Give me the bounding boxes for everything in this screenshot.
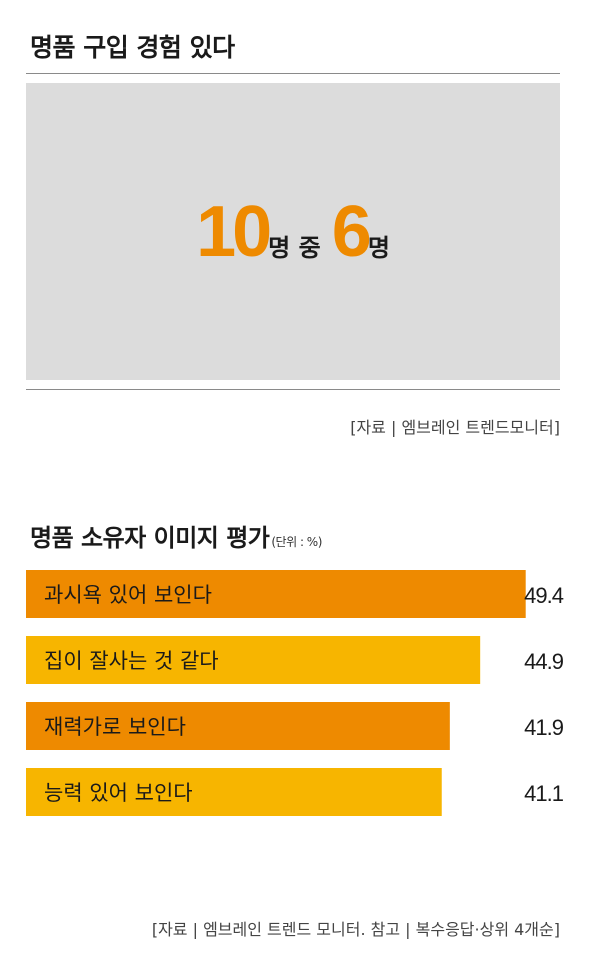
chart-title: 명품 소유자 이미지 평가 [30, 524, 270, 552]
stat-line: 10명 중 6명 [26, 191, 560, 273]
source-note-2: [자료 | 엠브레인 트렌드 모니터. 참고 | 복수응답·상위 4개순] [151, 920, 560, 939]
bar-label-2: 집이 잘사는 것 같다 [44, 649, 219, 673]
value-label-3: 41.9 [524, 715, 564, 740]
stat-count-unit: 명 [367, 234, 390, 262]
bar-1 [26, 570, 526, 618]
stat-total: 10 [196, 192, 272, 272]
bar-label-3: 재력가로 보인다 [44, 715, 186, 739]
stat-count: 6 [331, 192, 372, 272]
section2-title: 명품 소유자 이미지 평가 (단위 : %) [30, 518, 322, 553]
bottom-divider [26, 389, 560, 390]
bar-label-4: 능력 있어 보인다 [44, 781, 193, 805]
value-label-1: 49.4 [524, 583, 564, 608]
bar-3 [26, 702, 450, 750]
section1-title: 명품 구입 경험 있다 [30, 33, 235, 62]
top-divider [26, 73, 560, 74]
bar-label-1: 과시욕 있어 보인다 [44, 583, 212, 607]
bar-4 [26, 768, 442, 816]
stat-total-unit: 명 중 [268, 234, 321, 262]
source-note-1: [자료 | 엠브레인 트렌드모니터] [350, 418, 560, 437]
stat-panel: 10명 중 6명 [26, 83, 560, 380]
unit-note: (단위 : %) [271, 535, 322, 549]
value-label-2: 44.9 [524, 649, 564, 674]
value-label-4: 41.1 [524, 781, 564, 806]
bar-2 [26, 636, 481, 684]
